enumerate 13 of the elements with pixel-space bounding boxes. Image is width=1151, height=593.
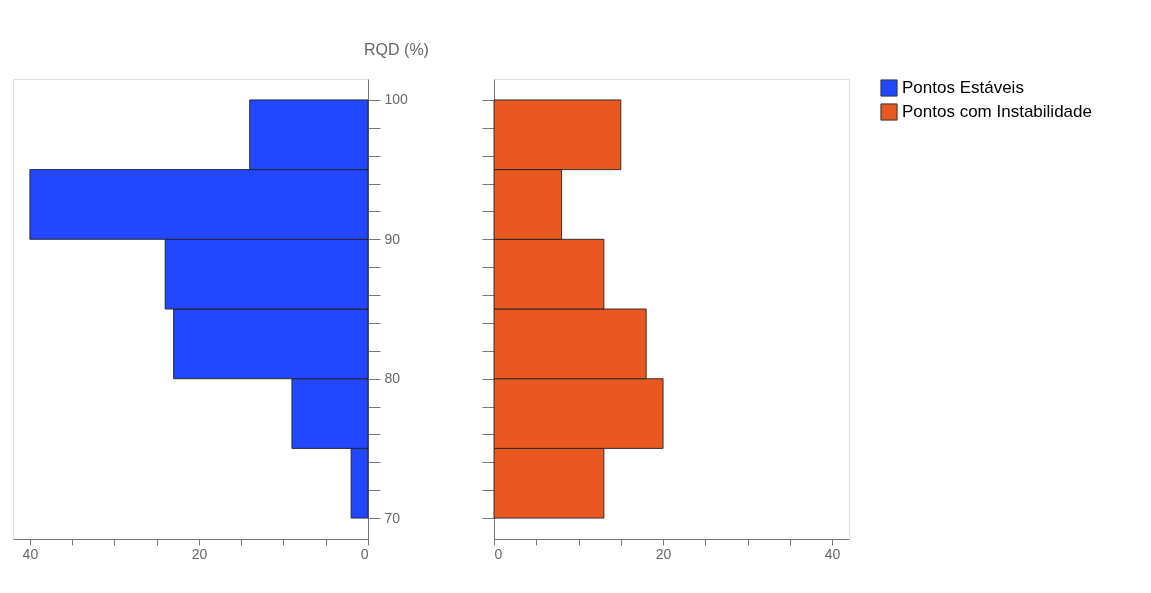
x-tick-label: 40: [824, 545, 841, 562]
legend-label: Pontos com Instabilidade: [902, 102, 1092, 121]
y-tick-label: 100: [384, 91, 409, 108]
y-tick-label: 70: [384, 509, 401, 526]
y-tick-label: 90: [384, 230, 401, 247]
x-tick-label: 20: [655, 545, 672, 562]
x-tick-label: 0: [494, 545, 503, 562]
y-tick-label: 80: [384, 370, 401, 387]
legend-label: Pontos Estáveis: [902, 78, 1024, 97]
x-tick-label: 40: [22, 545, 39, 562]
x-tick-label: 0: [360, 545, 369, 562]
y-axis-title: RQD (%): [364, 40, 429, 58]
x-tick-label: 20: [191, 545, 208, 562]
